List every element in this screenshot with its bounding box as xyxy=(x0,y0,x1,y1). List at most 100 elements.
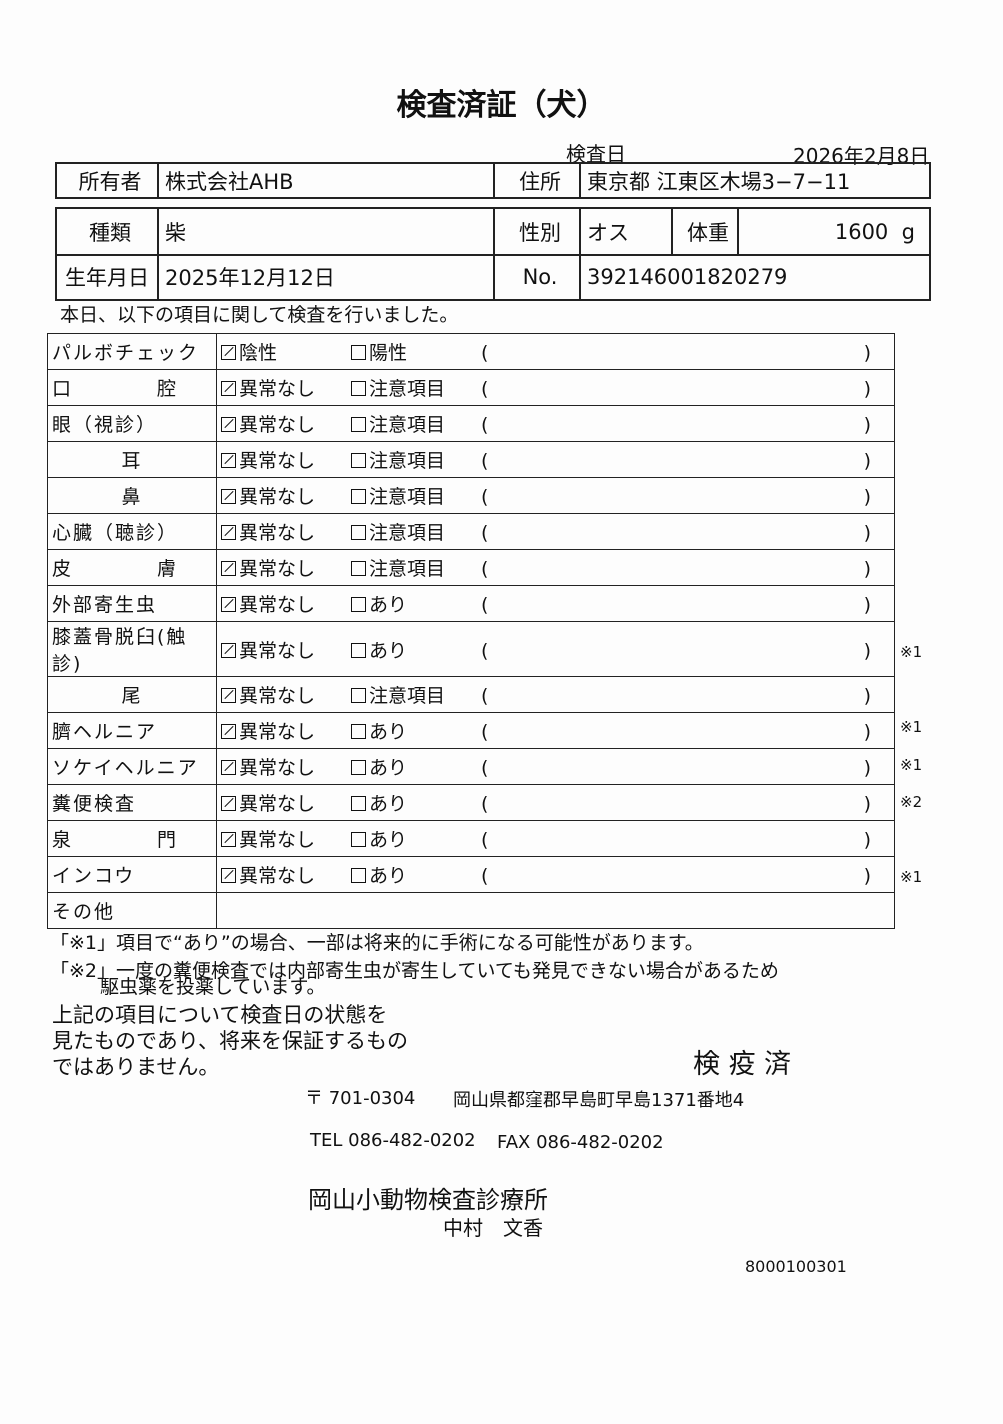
table-row: パルボチェック 陰性 陽性 () xyxy=(47,333,895,370)
remarks-field[interactable]: () xyxy=(481,757,871,779)
checkbox-opt2[interactable] xyxy=(351,832,366,847)
other-remarks-field[interactable] xyxy=(216,892,895,929)
sex-value: オス xyxy=(579,209,671,255)
checkbox-opt2[interactable] xyxy=(351,525,366,540)
checkbox-opt2[interactable] xyxy=(351,796,366,811)
item-label: 鼻 xyxy=(47,477,217,514)
owner-row: 所有者 株式会社AHB 住所 東京都 江東区木場3−7−11 xyxy=(55,162,931,199)
item-label: ソケイヘルニア xyxy=(47,748,217,785)
checkbox-opt1[interactable] xyxy=(221,760,236,775)
breed-label: 種類 xyxy=(89,221,131,245)
number-value: 392146001820279 xyxy=(579,255,929,299)
footnote-marker: ※1 xyxy=(900,755,923,774)
address-value: 東京都 江東区木場3−7−11 xyxy=(579,164,929,197)
table-row: 膝蓋骨脱臼(触診) 異常なし あり () xyxy=(47,621,895,677)
option-2-label: 注意項目 xyxy=(369,414,446,436)
table-row-other: その他 xyxy=(47,892,895,929)
checkbox-opt1[interactable] xyxy=(221,724,236,739)
option-2-label: あり xyxy=(369,757,408,779)
remarks-field[interactable]: () xyxy=(481,450,871,472)
address-label: 住所 xyxy=(493,164,579,197)
remarks-field[interactable]: () xyxy=(481,639,871,662)
clinic-address: 岡山県都窪郡早島町早島1371番地4 xyxy=(453,1090,745,1111)
checkbox-opt2[interactable] xyxy=(351,453,366,468)
checkbox-opt1[interactable] xyxy=(221,868,236,883)
option-1-label: 異常なし xyxy=(239,721,316,743)
option-2-label: 注意項目 xyxy=(369,522,446,544)
table-row: 皮 膚 異常なし 注意項目 () xyxy=(47,549,895,586)
item-label: 耳 xyxy=(47,441,217,478)
weight-label: 体重 xyxy=(671,209,737,255)
checkbox-opt2[interactable] xyxy=(351,489,366,504)
checkbox-opt1[interactable] xyxy=(221,561,236,576)
option-1-label: 異常なし xyxy=(239,793,316,815)
disclaimer-line: 上記の項目について検査日の状態を xyxy=(52,1003,388,1027)
option-2-label: あり xyxy=(369,829,408,851)
checkbox-opt2[interactable] xyxy=(351,868,366,883)
checkbox-opt1[interactable] xyxy=(221,688,236,703)
checkbox-opt2[interactable] xyxy=(351,561,366,576)
checkbox-opt2[interactable] xyxy=(351,417,366,432)
table-row: ソケイヘルニア 異常なし あり () xyxy=(47,748,895,785)
option-2-label: あり xyxy=(369,793,408,815)
checkbox-opt1[interactable] xyxy=(221,597,236,612)
item-label: パルボチェック xyxy=(47,333,217,370)
sex-label: 性別 xyxy=(493,209,579,255)
option-2-label: 注意項目 xyxy=(369,558,446,580)
vet-name: 中村 文香 xyxy=(443,1216,543,1240)
checkbox-opt1[interactable] xyxy=(221,489,236,504)
item-label: 泉 門 xyxy=(47,820,217,857)
table-row: 心臓（聴診） 異常なし 注意項目 () xyxy=(47,513,895,550)
remarks-field[interactable]: () xyxy=(481,486,871,508)
option-2-label: 注意項目 xyxy=(369,450,446,472)
checkbox-opt2[interactable] xyxy=(351,597,366,612)
remarks-field[interactable]: () xyxy=(481,865,871,887)
remarks-field[interactable]: () xyxy=(481,342,871,364)
option-1-label: 異常なし xyxy=(239,865,316,887)
checkbox-opt1[interactable] xyxy=(221,417,236,432)
item-label: 尾 xyxy=(47,676,217,713)
checkbox-opt2[interactable] xyxy=(351,724,366,739)
other-label: その他 xyxy=(47,892,217,929)
remarks-field[interactable]: () xyxy=(481,558,871,580)
remarks-field[interactable]: () xyxy=(481,829,871,851)
item-label: 皮 膚 xyxy=(47,549,217,586)
checkbox-opt2[interactable] xyxy=(351,688,366,703)
checkbox-opt2[interactable] xyxy=(351,345,366,360)
remarks-field[interactable]: () xyxy=(481,378,871,400)
checkbox-opt2[interactable] xyxy=(351,381,366,396)
document-code: 8000100301 xyxy=(745,1257,847,1276)
option-2-label: 注意項目 xyxy=(369,685,446,707)
option-2-label: 注意項目 xyxy=(369,378,446,400)
table-row: 眼（視診） 異常なし 注意項目 () xyxy=(47,405,895,442)
footnote-marker: ※2 xyxy=(900,793,923,811)
exam-date: 2026年2月8日 xyxy=(793,144,930,168)
checkbox-opt1[interactable] xyxy=(221,381,236,396)
option-1-label: 異常なし xyxy=(239,829,316,851)
checkbox-opt1[interactable] xyxy=(221,796,236,811)
checkbox-opt1[interactable] xyxy=(221,453,236,468)
postal-code: 〒 701-0304 xyxy=(305,1088,416,1109)
remarks-field[interactable]: () xyxy=(481,594,871,616)
checkbox-opt1[interactable] xyxy=(221,642,236,658)
option-1-label: 異常なし xyxy=(239,685,316,707)
option-1-label: 異常なし xyxy=(239,558,316,580)
remarks-field[interactable]: () xyxy=(481,721,871,743)
footnote-2: 「※2」一度の糞便検査では内部寄生虫が寄生していても発見できない場合があるため xyxy=(50,960,779,982)
remarks-field[interactable]: () xyxy=(481,685,871,707)
checkbox-opt2[interactable] xyxy=(351,642,366,658)
option-1-label: 異常なし xyxy=(239,639,316,662)
remarks-field[interactable]: () xyxy=(481,414,871,436)
option-1-label: 異常なし xyxy=(239,757,316,779)
checkbox-opt1[interactable] xyxy=(221,525,236,540)
weight-unit: g xyxy=(901,220,915,244)
remarks-field[interactable]: () xyxy=(481,522,871,544)
birth-value: 2025年12月12日 xyxy=(157,255,493,299)
checkbox-opt2[interactable] xyxy=(351,760,366,775)
checkbox-opt1[interactable] xyxy=(221,832,236,847)
option-2-label: あり xyxy=(369,865,408,887)
checkbox-opt1[interactable] xyxy=(221,345,236,360)
remarks-field[interactable]: () xyxy=(481,793,871,815)
number-label: No. xyxy=(493,255,579,299)
